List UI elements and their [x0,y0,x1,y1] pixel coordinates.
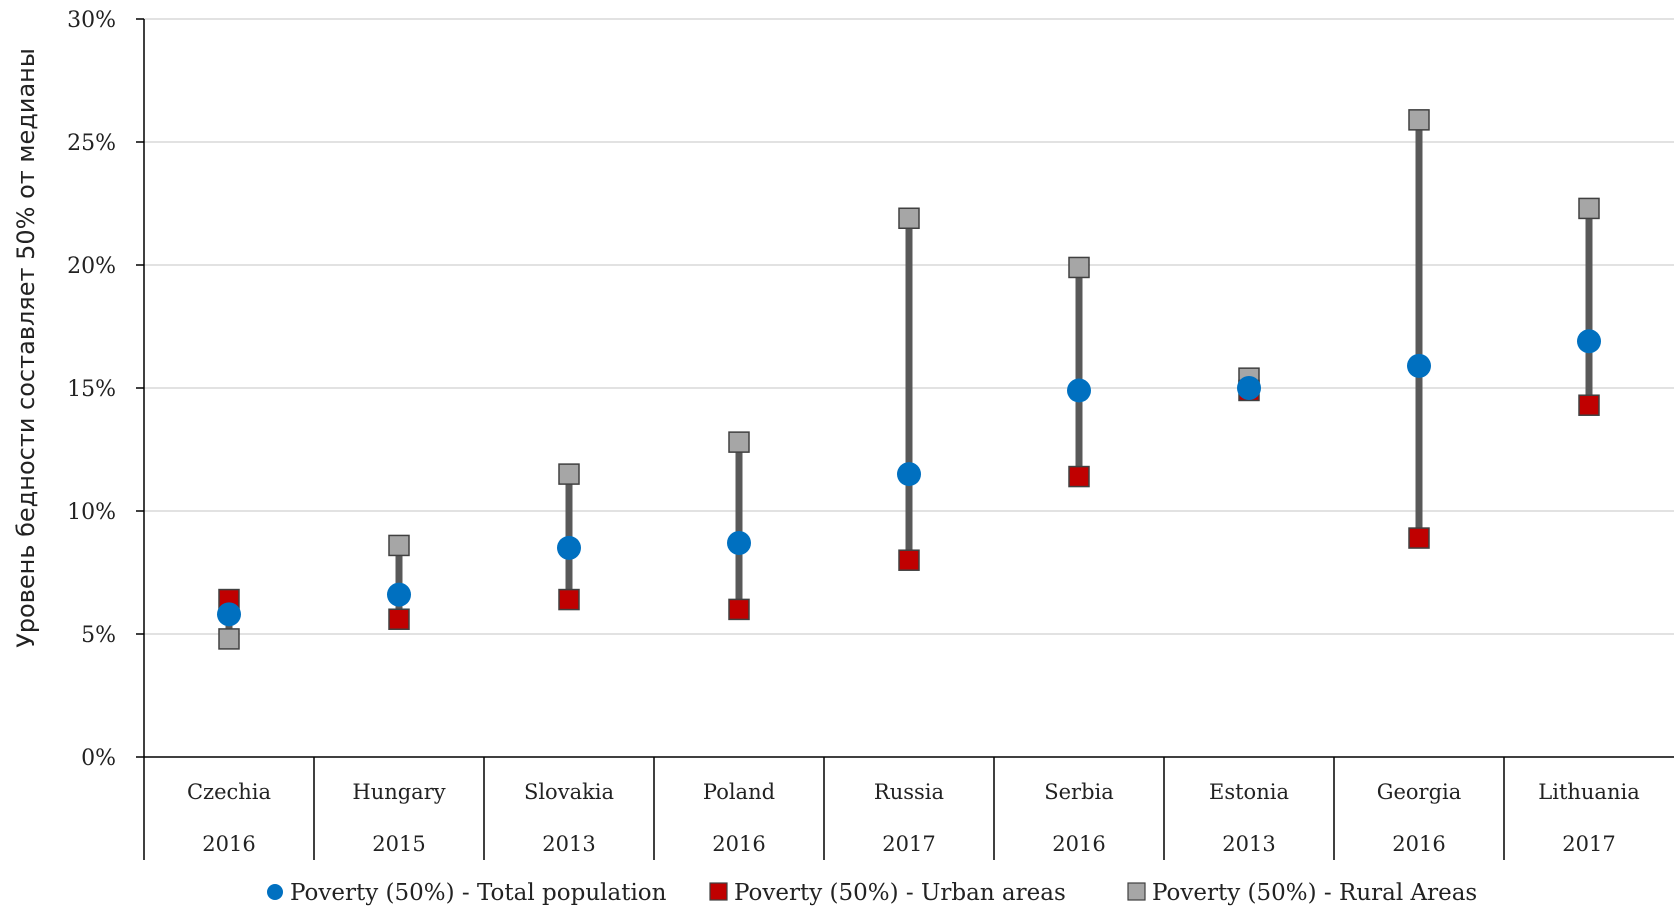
total-point [1577,329,1601,354]
total-point [1407,353,1431,378]
y-tick-label: 10% [67,500,116,525]
category-country-label: Poland [703,780,775,804]
total-point [1067,378,1091,403]
rural-point [1578,197,1600,220]
legend-label-rural: Poverty (50%) - Rural Areas [1152,880,1477,906]
urban-point [728,598,750,621]
legend-marker-rural [1127,882,1146,901]
y-tick-label: 20% [67,254,116,279]
rural-point [728,431,750,453]
rural-point [388,534,410,557]
legend-label-total: Poverty (50%) - Total population [290,880,667,906]
category-year-label: 2015 [372,832,425,856]
urban-point [558,588,580,611]
category-country-label: Czechia [187,780,271,804]
y-axis-title: Уровень бедности составляет 50% от медиа… [12,48,40,648]
rural-point [1408,109,1430,131]
category-country-label: Georgia [1377,780,1462,804]
y-tick-label: 15% [67,377,116,402]
category-country-label: Lithuania [1538,780,1639,804]
urban-point [898,549,920,571]
urban-point [1578,394,1600,416]
urban-point [388,608,410,630]
y-tick-label: 0% [81,746,116,771]
category-year-label: 2013 [1222,832,1275,856]
rural-point [558,463,580,485]
category-country-label: Estonia [1209,780,1289,804]
category-year-label: 2016 [712,832,765,856]
category-year-label: 2013 [542,832,595,856]
y-tick-label: 25% [67,131,116,156]
category-country-label: Russia [874,780,944,804]
y-tick-label: 30% [67,8,116,33]
category-country-label: Serbia [1044,780,1114,804]
legend-marker-urban [709,882,728,901]
legend-marker-total [267,884,283,900]
total-point [557,535,581,560]
total-point [897,462,921,487]
category-year-label: 2016 [1392,832,1445,856]
total-point [727,530,751,555]
category-year-label: 2016 [202,832,255,856]
urban-point [1068,465,1090,488]
rural-point [898,207,920,230]
urban-point [1408,527,1430,549]
rural-point [1068,256,1090,279]
category-year-label: 2017 [882,832,935,856]
total-point [1237,376,1261,400]
category-country-label: Hungary [352,780,445,804]
total-point [387,582,411,607]
category-year-label: 2016 [1052,832,1105,856]
legend-label-urban: Poverty (50%) - Urban areas [734,880,1066,906]
category-year-label: 2017 [1562,832,1615,856]
total-point [217,602,241,627]
category-country-label: Slovakia [524,780,614,804]
rural-point [218,628,240,650]
y-tick-label: 5% [81,623,116,648]
